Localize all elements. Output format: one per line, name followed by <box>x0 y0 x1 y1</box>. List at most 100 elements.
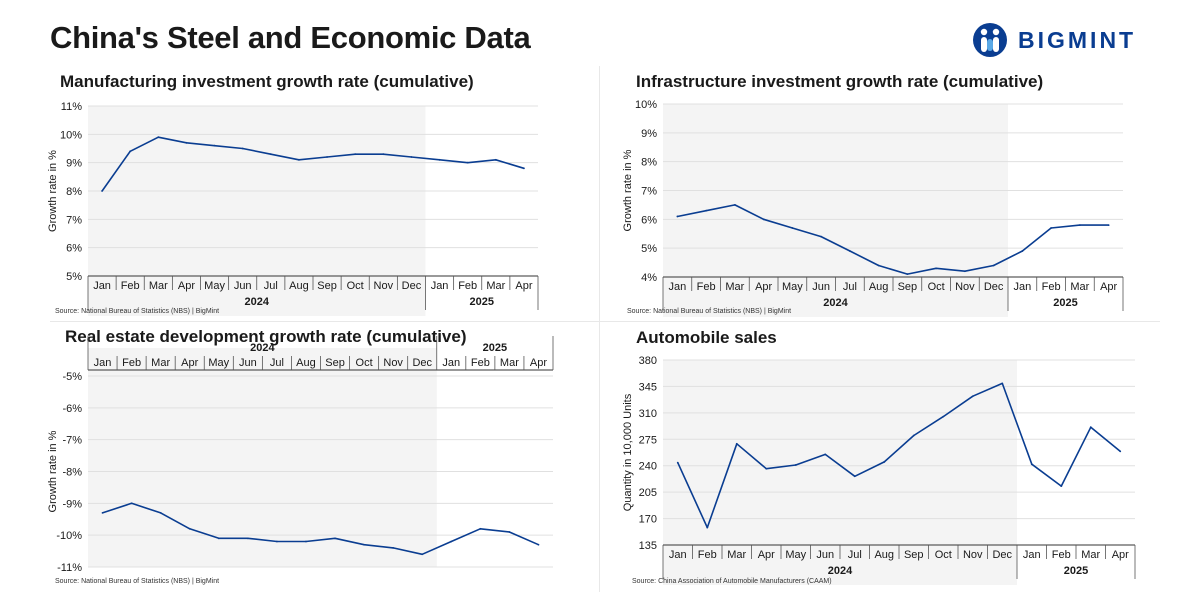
x-tick-label: Aug <box>874 549 894 561</box>
x-tick-label: Apr <box>758 549 775 561</box>
data-point <box>906 273 909 276</box>
y-tick-label: -9% <box>62 498 82 510</box>
y-tick-label: 170 <box>639 514 657 526</box>
x-tick-label: Aug <box>289 280 309 292</box>
data-point <box>1030 463 1033 466</box>
data-point <box>992 264 995 267</box>
x-tick-label: Jan <box>1014 281 1032 293</box>
data-point <box>392 547 395 549</box>
y-tick-label: 345 <box>639 381 657 393</box>
y-tick-label: -8% <box>62 467 82 479</box>
x-tick-label: Jul <box>270 357 284 369</box>
x-tick-label: Aug <box>296 357 316 369</box>
data-point <box>157 136 160 139</box>
data-point <box>246 537 249 540</box>
x-tick-label: Jan <box>669 549 687 561</box>
x-tick-label: Feb <box>697 281 716 293</box>
x-tick-label: Jun <box>812 281 830 293</box>
x-tick-label: Apr <box>755 281 772 293</box>
data-point <box>438 158 441 161</box>
y-tick-label: 6% <box>641 214 657 226</box>
x-tick-label: Mar <box>149 280 168 292</box>
y-tick-label: 240 <box>639 461 657 473</box>
x-tick-label: Jan <box>93 280 111 292</box>
x-tick-label: Dec <box>992 549 1012 561</box>
data-point <box>705 209 708 212</box>
x-tick-label: Feb <box>1052 549 1071 561</box>
series-line <box>102 502 539 556</box>
chart-automobile-sales: 135 170 205 240 275 310 345 380 Quantity in 10,0… <box>622 355 1136 585</box>
x-tick-label: Jul <box>264 280 278 292</box>
y-tick-label: 11% <box>61 101 82 113</box>
x-tick-label: Mar <box>727 549 746 561</box>
x-tick-label: Mar <box>1081 549 1100 561</box>
data-point <box>971 395 974 398</box>
x-tick-label: Jan <box>94 357 112 369</box>
panel-title-automobile-sales: Automobile sales <box>636 328 777 347</box>
series-line <box>101 136 525 192</box>
y-tick-label: 275 <box>639 434 657 446</box>
x-tick-label: Aug <box>869 281 889 293</box>
data-point <box>241 147 244 150</box>
shaded-2024-region <box>88 348 437 567</box>
data-point <box>762 218 765 221</box>
data-point <box>421 553 424 556</box>
data-point <box>1078 224 1081 227</box>
data-point <box>1089 426 1092 429</box>
data-point <box>791 227 794 229</box>
data-point <box>159 511 162 514</box>
y-tick-label: 135 <box>639 540 657 552</box>
data-point <box>298 158 300 161</box>
y-tick-label: 5% <box>641 243 657 255</box>
data-point <box>963 270 966 273</box>
data-point <box>1060 485 1063 488</box>
x-tick-label: Sep <box>325 357 345 369</box>
y-tick-label: 205 <box>639 487 657 499</box>
y-tick-label: 6% <box>66 243 82 255</box>
y-tick-label: 5% <box>66 271 82 283</box>
x-tick-label: Feb <box>698 549 717 561</box>
data-point <box>382 153 385 156</box>
data-point <box>101 511 104 514</box>
y-axis-title: Growth rate in % <box>47 430 59 512</box>
page-title: China's Steel and Economic Data <box>50 20 531 55</box>
x-tick-label: Dec <box>984 281 1004 293</box>
data-point <box>824 453 827 456</box>
data-point <box>1050 227 1053 229</box>
x-group-label: 2024 <box>823 297 848 309</box>
panel-title-infrastructure: Infrastructure investment growth rate (c… <box>636 72 1044 91</box>
x-tick-label: Feb <box>121 280 140 292</box>
x-tick-label: May <box>208 357 229 369</box>
x-tick-label: Apr <box>515 280 532 292</box>
data-point <box>188 527 191 530</box>
data-point <box>706 526 709 529</box>
source-manufacturing: Source: National Bureau of Statistics (N… <box>55 308 220 315</box>
data-point <box>479 527 482 530</box>
x-tick-label: Nov <box>963 549 983 561</box>
data-point <box>1021 250 1024 252</box>
data-point <box>354 153 357 156</box>
data-point <box>877 264 880 267</box>
source-real-estate: Source: National Bureau of Statistics (N… <box>55 578 220 585</box>
y-tick-label: 10% <box>60 129 82 141</box>
source-infrastructure: Source: National Bureau of Statistics (N… <box>627 308 792 315</box>
x-group-label: 2024 <box>828 565 853 577</box>
x-tick-label: Feb <box>471 357 490 369</box>
data-point <box>676 215 679 218</box>
y-tick-label: 9% <box>641 128 657 140</box>
data-point <box>537 543 540 546</box>
data-point <box>676 461 679 464</box>
y-tick-label: 8% <box>66 186 82 198</box>
x-tick-label: Apr <box>178 280 195 292</box>
y-tick-label: 9% <box>66 158 82 170</box>
x-tick-label: Dec <box>412 357 432 369</box>
data-point <box>848 250 851 252</box>
x-tick-label: Sep <box>317 280 337 292</box>
data-point <box>1119 450 1122 453</box>
x-tick-label: Sep <box>904 549 924 561</box>
x-tick-label: Jul <box>843 281 857 293</box>
y-tick-label: 310 <box>639 408 657 420</box>
x-group-label: 2025 <box>1053 297 1077 309</box>
y-tick-label: 7% <box>66 214 82 226</box>
data-point <box>410 156 413 158</box>
